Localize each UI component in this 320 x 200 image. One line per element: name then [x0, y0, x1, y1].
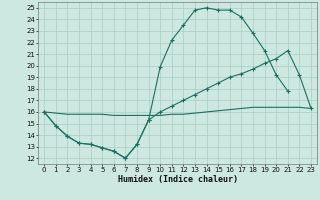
X-axis label: Humidex (Indice chaleur): Humidex (Indice chaleur) — [118, 175, 238, 184]
